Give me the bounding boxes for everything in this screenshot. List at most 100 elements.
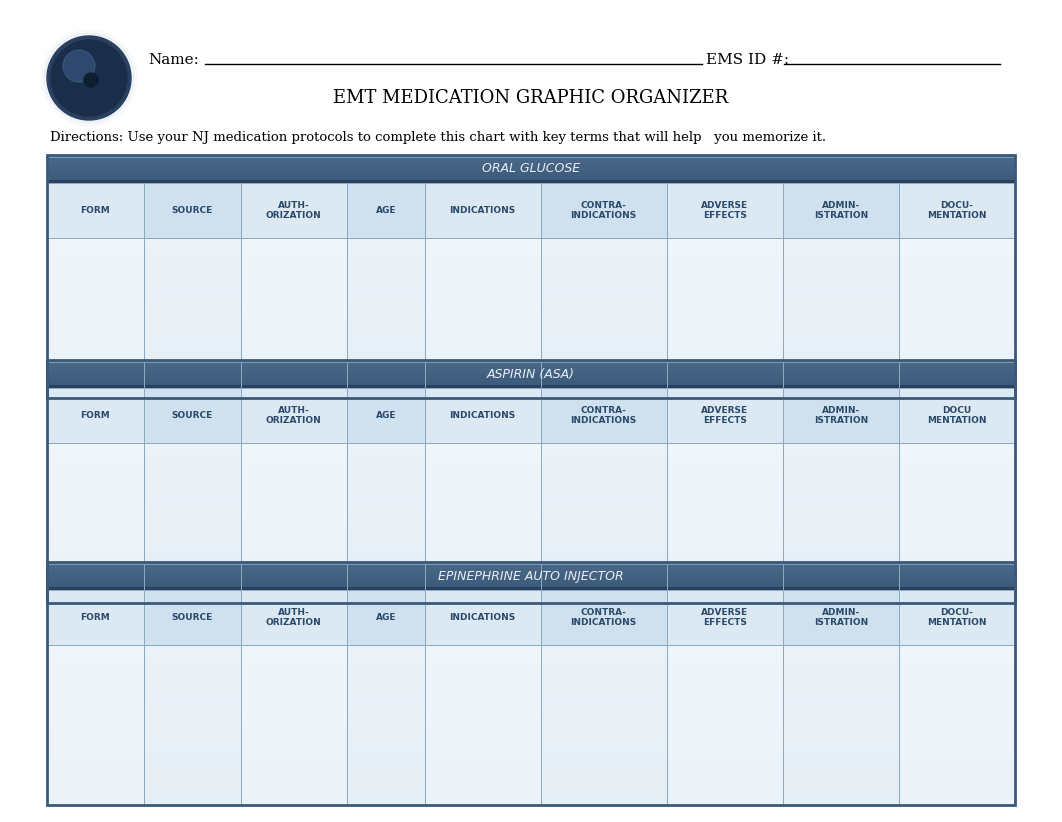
Bar — [47, 388, 143, 443]
Bar — [47, 373, 1015, 375]
Bar — [47, 677, 1015, 693]
Bar — [47, 566, 1015, 568]
Bar — [47, 381, 1015, 382]
Bar — [541, 238, 667, 398]
Text: FORM: FORM — [81, 206, 110, 215]
Bar — [783, 645, 898, 805]
Bar — [425, 443, 541, 603]
Bar — [541, 183, 667, 238]
Bar — [47, 166, 1015, 168]
Text: ADVERSE
EFFECTS: ADVERSE EFFECTS — [701, 406, 748, 425]
Bar — [47, 227, 1015, 233]
Circle shape — [41, 30, 137, 126]
Bar — [143, 183, 241, 238]
Bar — [241, 443, 347, 603]
Bar — [667, 183, 783, 238]
Bar — [47, 634, 1015, 640]
Bar — [47, 555, 1015, 571]
Bar — [47, 369, 1015, 372]
Bar — [47, 586, 1015, 588]
Bar — [425, 388, 541, 443]
Text: FORM: FORM — [81, 613, 110, 622]
Bar — [347, 645, 425, 805]
Bar — [47, 360, 1015, 603]
Bar — [47, 270, 1015, 286]
Bar — [47, 366, 1015, 367]
Bar — [347, 183, 425, 238]
Bar — [541, 590, 667, 645]
Bar — [898, 183, 1015, 238]
Bar — [783, 238, 898, 398]
Bar — [47, 372, 1015, 373]
Bar — [241, 443, 347, 603]
Bar — [143, 238, 241, 398]
Bar — [47, 210, 1015, 216]
Bar — [47, 350, 1015, 366]
Bar — [47, 595, 1015, 601]
Bar — [241, 645, 347, 805]
Bar — [425, 183, 541, 238]
Bar — [47, 388, 143, 443]
Bar — [667, 645, 783, 805]
Text: SOURCE: SOURCE — [172, 206, 212, 215]
Bar — [47, 562, 1015, 565]
Bar — [47, 587, 1015, 603]
Bar — [47, 577, 1015, 579]
Text: ADVERSE
EFFECTS: ADVERSE EFFECTS — [701, 201, 748, 220]
Bar — [47, 366, 1015, 382]
Text: AUTH-
ORIZATION: AUTH- ORIZATION — [266, 406, 322, 425]
Bar — [47, 183, 1015, 188]
Bar — [541, 388, 667, 443]
Bar — [47, 205, 1015, 210]
Bar — [541, 388, 667, 443]
Circle shape — [84, 73, 98, 87]
Bar — [143, 388, 241, 443]
Bar — [783, 443, 898, 603]
Bar — [898, 443, 1015, 603]
Bar — [47, 645, 143, 805]
Bar — [47, 183, 143, 238]
Bar — [898, 443, 1015, 603]
Bar — [47, 645, 1015, 661]
Bar — [783, 645, 898, 805]
Bar — [47, 491, 1015, 507]
Bar — [667, 645, 783, 805]
Bar — [47, 571, 1015, 587]
Bar — [47, 539, 1015, 555]
Bar — [425, 238, 541, 398]
Bar — [47, 623, 1015, 629]
Bar — [898, 388, 1015, 443]
Bar — [47, 238, 143, 398]
Text: ADMIN-
ISTRATION: ADMIN- ISTRATION — [813, 201, 868, 220]
Bar — [47, 584, 1015, 586]
Bar — [783, 183, 898, 238]
Bar — [541, 238, 667, 398]
Bar — [47, 443, 1015, 459]
Bar — [47, 590, 143, 645]
Bar — [241, 590, 347, 645]
Bar — [47, 588, 1015, 590]
Bar — [347, 238, 425, 398]
Bar — [783, 388, 898, 443]
Bar — [667, 590, 783, 645]
Bar — [783, 443, 898, 603]
Bar — [47, 334, 1015, 350]
Text: DOCU-
MENTATION: DOCU- MENTATION — [927, 607, 987, 627]
Bar — [47, 155, 1015, 398]
Bar — [47, 475, 1015, 491]
Bar — [47, 415, 1015, 421]
Text: Name:: Name: — [148, 53, 199, 67]
Bar — [47, 178, 1015, 179]
Bar — [47, 302, 1015, 318]
Bar — [47, 170, 1015, 172]
Bar — [47, 571, 1015, 573]
Bar — [47, 386, 1015, 388]
Bar — [541, 443, 667, 603]
Bar — [667, 388, 783, 443]
Bar — [143, 183, 241, 238]
Bar — [47, 573, 1015, 575]
Bar — [47, 375, 1015, 376]
Bar — [47, 617, 1015, 623]
Bar — [667, 183, 783, 238]
Bar — [47, 459, 1015, 475]
